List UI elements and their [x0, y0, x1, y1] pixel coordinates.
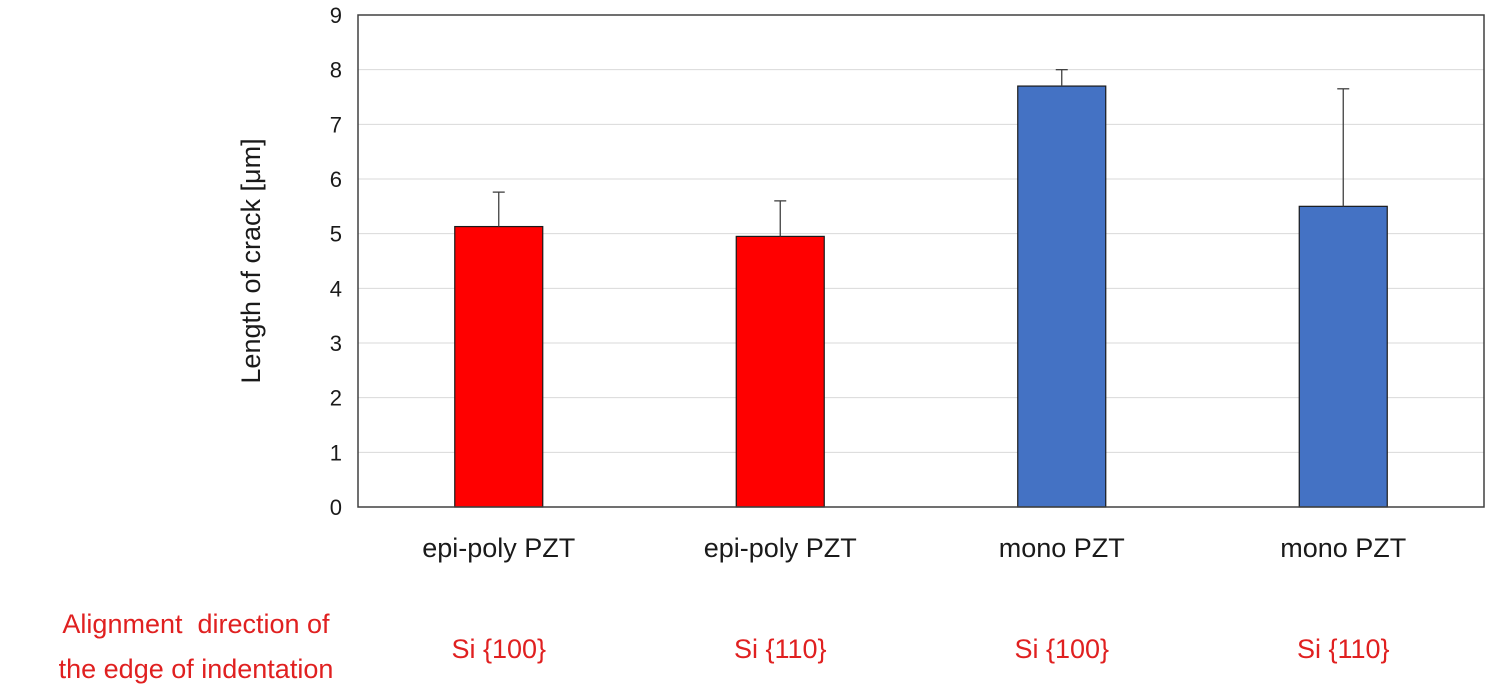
y-tick-label: 6 — [330, 167, 342, 192]
y-tick-label: 4 — [330, 276, 342, 301]
y-tick-label: 9 — [330, 3, 342, 28]
plot-area-frame — [357, 14, 1485, 508]
annotation-row-label-line1: Alignment direction of — [62, 609, 330, 639]
y-tick-label: 8 — [330, 58, 342, 83]
y-tick-label: 1 — [330, 440, 342, 465]
annotation-value: Si {110} — [1297, 634, 1390, 664]
annotation-values: Si {100} Si {110} Si {100} Si {110} — [451, 634, 1389, 664]
error-bars — [492, 69, 1350, 237]
annotation-value: Si {100} — [1014, 634, 1109, 664]
annotation-value: Si {110} — [734, 634, 827, 664]
x-category-label: mono PZT — [999, 533, 1125, 563]
bar — [735, 235, 825, 508]
y-axis-ticks: 0 1 2 3 4 5 6 7 8 9 — [330, 3, 342, 520]
y-tick-label: 5 — [330, 222, 342, 247]
x-category-label: epi-poly PZT — [422, 533, 575, 563]
gridlines — [358, 69, 1484, 453]
bar — [454, 225, 544, 508]
x-category-label: mono PZT — [1280, 533, 1406, 563]
bar — [1017, 85, 1107, 508]
y-tick-label: 0 — [330, 495, 342, 520]
bars — [454, 85, 1388, 508]
annotation-row-label-line2: the edge of indentation — [59, 654, 334, 684]
x-category-label: epi-poly PZT — [704, 533, 857, 563]
y-tick-label: 7 — [330, 112, 342, 137]
bar — [1298, 205, 1388, 508]
y-tick-label: 3 — [330, 331, 342, 356]
y-tick-label: 2 — [330, 386, 342, 411]
x-axis-categories: epi-poly PZT epi-poly PZT mono PZT mono PZT — [422, 533, 1406, 563]
y-axis-title: Length of crack [μm] — [236, 138, 266, 383]
annotation-value: Si {100} — [451, 634, 546, 664]
